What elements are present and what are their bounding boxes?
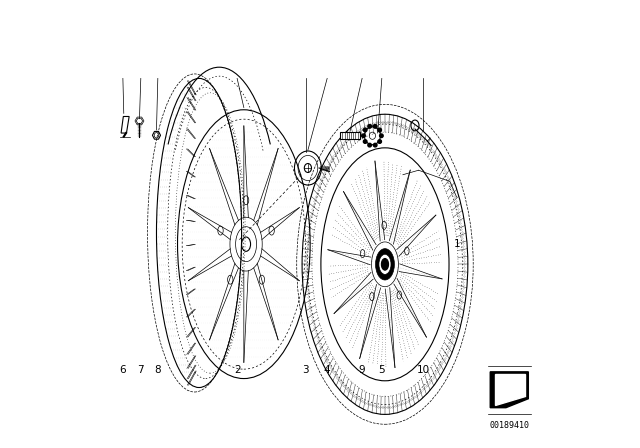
- Polygon shape: [495, 374, 525, 405]
- Text: 7: 7: [138, 365, 144, 375]
- Ellipse shape: [379, 254, 391, 274]
- Circle shape: [368, 143, 371, 147]
- Polygon shape: [340, 132, 360, 139]
- Ellipse shape: [381, 258, 388, 270]
- Circle shape: [378, 128, 381, 132]
- Text: 8: 8: [154, 365, 161, 375]
- Ellipse shape: [305, 164, 312, 172]
- Text: 5: 5: [378, 365, 385, 375]
- Ellipse shape: [376, 249, 394, 280]
- Text: 9: 9: [359, 365, 365, 375]
- Text: 4: 4: [324, 365, 330, 375]
- Circle shape: [373, 143, 377, 147]
- Circle shape: [373, 125, 377, 128]
- Text: 10: 10: [417, 365, 429, 375]
- Circle shape: [362, 134, 365, 138]
- Circle shape: [380, 134, 383, 138]
- Circle shape: [378, 140, 381, 143]
- Circle shape: [364, 140, 367, 143]
- Text: 2: 2: [234, 365, 241, 375]
- Text: 3: 3: [302, 365, 309, 375]
- Text: 00189410: 00189410: [489, 421, 529, 430]
- Circle shape: [368, 125, 371, 128]
- Polygon shape: [490, 372, 529, 408]
- Circle shape: [364, 128, 367, 132]
- Text: 6: 6: [120, 365, 126, 375]
- Text: 1: 1: [453, 239, 460, 249]
